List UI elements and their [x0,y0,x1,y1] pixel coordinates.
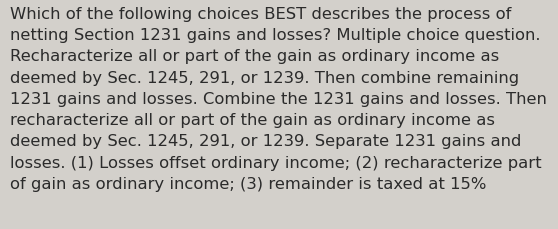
Text: Which of the following choices BEST describes the process of
netting Section 123: Which of the following choices BEST desc… [10,7,547,191]
